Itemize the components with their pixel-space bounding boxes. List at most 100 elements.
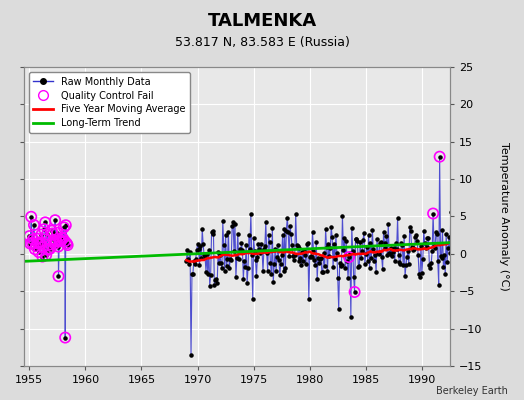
Point [294, 258, 303, 264]
Point [395, 252, 403, 258]
Point [431, 245, 439, 251]
Point [295, 244, 303, 251]
Point [44, 247, 52, 253]
Point [427, 260, 435, 266]
Point [440, 252, 449, 258]
Point [205, 283, 214, 289]
Point [188, 271, 196, 277]
Point [319, 268, 327, 275]
Point [209, 231, 217, 237]
Point [376, 240, 384, 246]
Point [49, 230, 57, 237]
Point [229, 219, 237, 226]
Point [403, 248, 412, 254]
Point [307, 252, 315, 259]
Point [36, 239, 44, 246]
Point [204, 271, 212, 278]
Point [408, 244, 417, 251]
Point [51, 217, 59, 224]
Point [42, 252, 50, 258]
Point [208, 229, 216, 235]
Point [285, 253, 293, 260]
Point [337, 262, 346, 268]
Point [345, 254, 353, 260]
Point [269, 278, 278, 285]
Point [226, 256, 234, 262]
Point [61, 238, 69, 244]
Point [50, 241, 59, 247]
Point [321, 226, 330, 232]
Point [242, 242, 250, 248]
Point [26, 240, 35, 247]
Point [300, 248, 308, 254]
Point [410, 246, 419, 252]
Point [277, 260, 285, 267]
Point [278, 232, 287, 238]
Point [45, 246, 53, 252]
Point [374, 250, 382, 256]
Point [258, 248, 266, 254]
Point [252, 257, 260, 263]
Point [204, 246, 213, 253]
Point [311, 262, 320, 268]
Point [308, 254, 316, 260]
Point [244, 265, 252, 271]
Point [245, 232, 253, 238]
Point [389, 249, 397, 256]
Point [441, 271, 450, 277]
Point [231, 220, 239, 227]
Point [402, 262, 410, 268]
Point [53, 230, 61, 236]
Point [320, 250, 328, 256]
Point [184, 256, 192, 262]
Point [314, 254, 322, 261]
Point [433, 231, 441, 238]
Point [28, 240, 36, 246]
Point [230, 248, 238, 254]
Point [196, 243, 204, 249]
Point [421, 245, 430, 251]
Point [327, 224, 335, 230]
Point [351, 236, 359, 242]
Point [372, 268, 380, 275]
Point [264, 268, 272, 274]
Point [265, 232, 273, 238]
Point [222, 263, 231, 269]
Point [358, 248, 366, 254]
Point [435, 154, 444, 160]
Point [379, 228, 388, 235]
Point [193, 241, 202, 248]
Point [60, 224, 68, 231]
Point [400, 232, 408, 239]
Point [36, 239, 44, 246]
Point [210, 282, 219, 288]
Point [274, 242, 282, 249]
Point [279, 267, 288, 274]
Point [190, 258, 198, 264]
Point [58, 235, 66, 241]
Point [200, 252, 209, 258]
Point [384, 221, 392, 228]
Point [401, 273, 409, 280]
Point [54, 273, 63, 280]
Point [304, 296, 313, 302]
Point [341, 264, 350, 271]
Point [62, 240, 71, 246]
Point [316, 254, 325, 261]
Point [61, 334, 69, 341]
Point [412, 232, 420, 239]
Point [42, 252, 50, 258]
Point [32, 235, 41, 242]
Point [185, 261, 193, 268]
Point [446, 250, 454, 256]
Point [435, 154, 444, 160]
Point [56, 238, 64, 244]
Point [255, 245, 264, 252]
Point [304, 240, 312, 246]
Point [201, 254, 209, 260]
Point [216, 252, 224, 258]
Point [323, 268, 332, 274]
Point [391, 240, 400, 246]
Point [430, 243, 438, 250]
Point [356, 239, 364, 245]
